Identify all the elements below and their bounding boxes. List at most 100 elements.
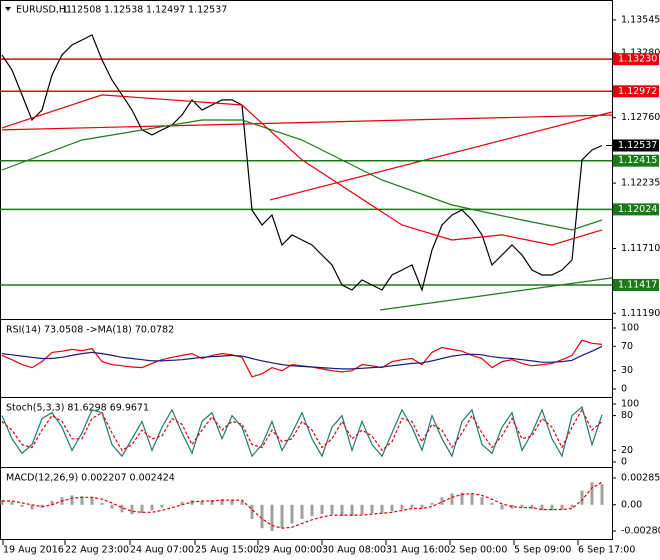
bar [160,504,164,508]
bar [580,490,584,505]
y-tick-label: 100 [621,399,639,410]
bar [320,504,324,515]
y-tick-label: 0 [621,457,627,468]
level-box [613,203,659,216]
series-line [1,345,603,370]
y-tick-label: -0.00280 [621,526,660,537]
bar [250,504,254,519]
panel-title: Stoch(5,3,3) 81.6298 69.9671 [6,403,149,414]
y-tick-label: 1.13280 [621,47,660,58]
level-label: 1.12972 [618,86,657,97]
bar [200,501,204,505]
series-line [1,408,603,452]
x-tick-label: 2 Sep 00:00 [450,545,507,556]
bar [490,502,494,505]
bar [350,504,354,517]
bar [80,496,84,505]
x-tick-label: 24 Aug 07:00 [130,545,194,556]
y-tick-label: 20 [621,445,633,456]
panel-title: MACD(12,26,9) 0.002207 0.002424 [6,473,175,484]
bar [180,501,184,505]
panel-title: EURUSD,H1 [16,5,72,16]
bar [360,504,364,515]
bar [150,504,154,511]
bar [230,500,234,505]
bar [70,495,74,505]
x-tick-label: 29 Aug 00:00 [258,545,322,556]
bar [390,504,394,512]
bar [450,493,454,505]
quote-value: 1.12538 [104,5,143,16]
level-label: 1.11417 [618,279,657,290]
y-tick-label: 70 [621,341,633,352]
series-line [1,405,603,458]
bar [470,493,474,505]
bar [50,501,54,505]
quote-value: 1.12497 [146,5,185,16]
level-label: 1.13230 [618,54,657,65]
bar [590,482,594,505]
bar [440,497,444,505]
x-tick-label: 6 Sep 17:00 [578,545,635,556]
bar [120,504,124,513]
x-tick-label: 30 Aug 08:00 [322,545,386,556]
bar [500,504,504,510]
bar [520,504,524,508]
trendline [269,111,613,201]
x-tick-label: 25 Aug 15:00 [195,545,259,556]
y-tick-label: 0.00 [621,499,642,510]
bar [110,504,114,509]
bar [260,504,264,529]
bar [20,504,24,507]
bar [170,504,174,506]
y-tick-label: 0 [621,384,627,395]
y-tick-label: 30 [621,365,633,376]
level-box [613,85,659,98]
series-line [1,94,603,246]
bar [420,504,424,509]
level-box [613,154,659,167]
bar [30,504,34,510]
last-price-box [613,139,659,152]
bar [550,504,554,511]
trendline [379,277,613,311]
bar [300,504,304,519]
y-tick-label: 100 [621,323,639,334]
bar [380,504,384,514]
y-tick-label: 1.11190 [621,308,660,319]
y-tick-label: 80 [621,410,633,421]
series-line [2,481,603,529]
bar [140,504,144,514]
bar [240,501,244,505]
bar [330,504,334,515]
bar [270,504,274,531]
x-tick-label: 31 Aug 16:00 [386,545,450,556]
bar [310,504,314,517]
bar [90,497,94,505]
y-tick-label: 1.12760 [621,112,660,123]
x-tick-label: 5 Sep 09:00 [514,545,571,556]
bar [100,502,104,505]
bar [570,504,574,508]
bar [210,500,214,505]
bar [0,500,4,505]
quote-value: 1.12508 [62,5,101,16]
series-line [1,34,603,292]
menu-triangle [5,7,11,11]
y-tick-label: 1.11710 [621,243,660,254]
bar [460,492,464,505]
bar [560,504,564,510]
level-box [613,53,659,66]
bar [400,504,404,510]
bar [480,497,484,505]
y-tick-label: 1.13545 [621,14,660,25]
bar [600,484,604,505]
level-box [613,278,659,291]
last-price-label: 1.12537 [618,140,657,151]
level-label: 1.12024 [618,204,657,215]
trendline [1,114,613,131]
bar [290,504,294,524]
bar [410,504,414,508]
